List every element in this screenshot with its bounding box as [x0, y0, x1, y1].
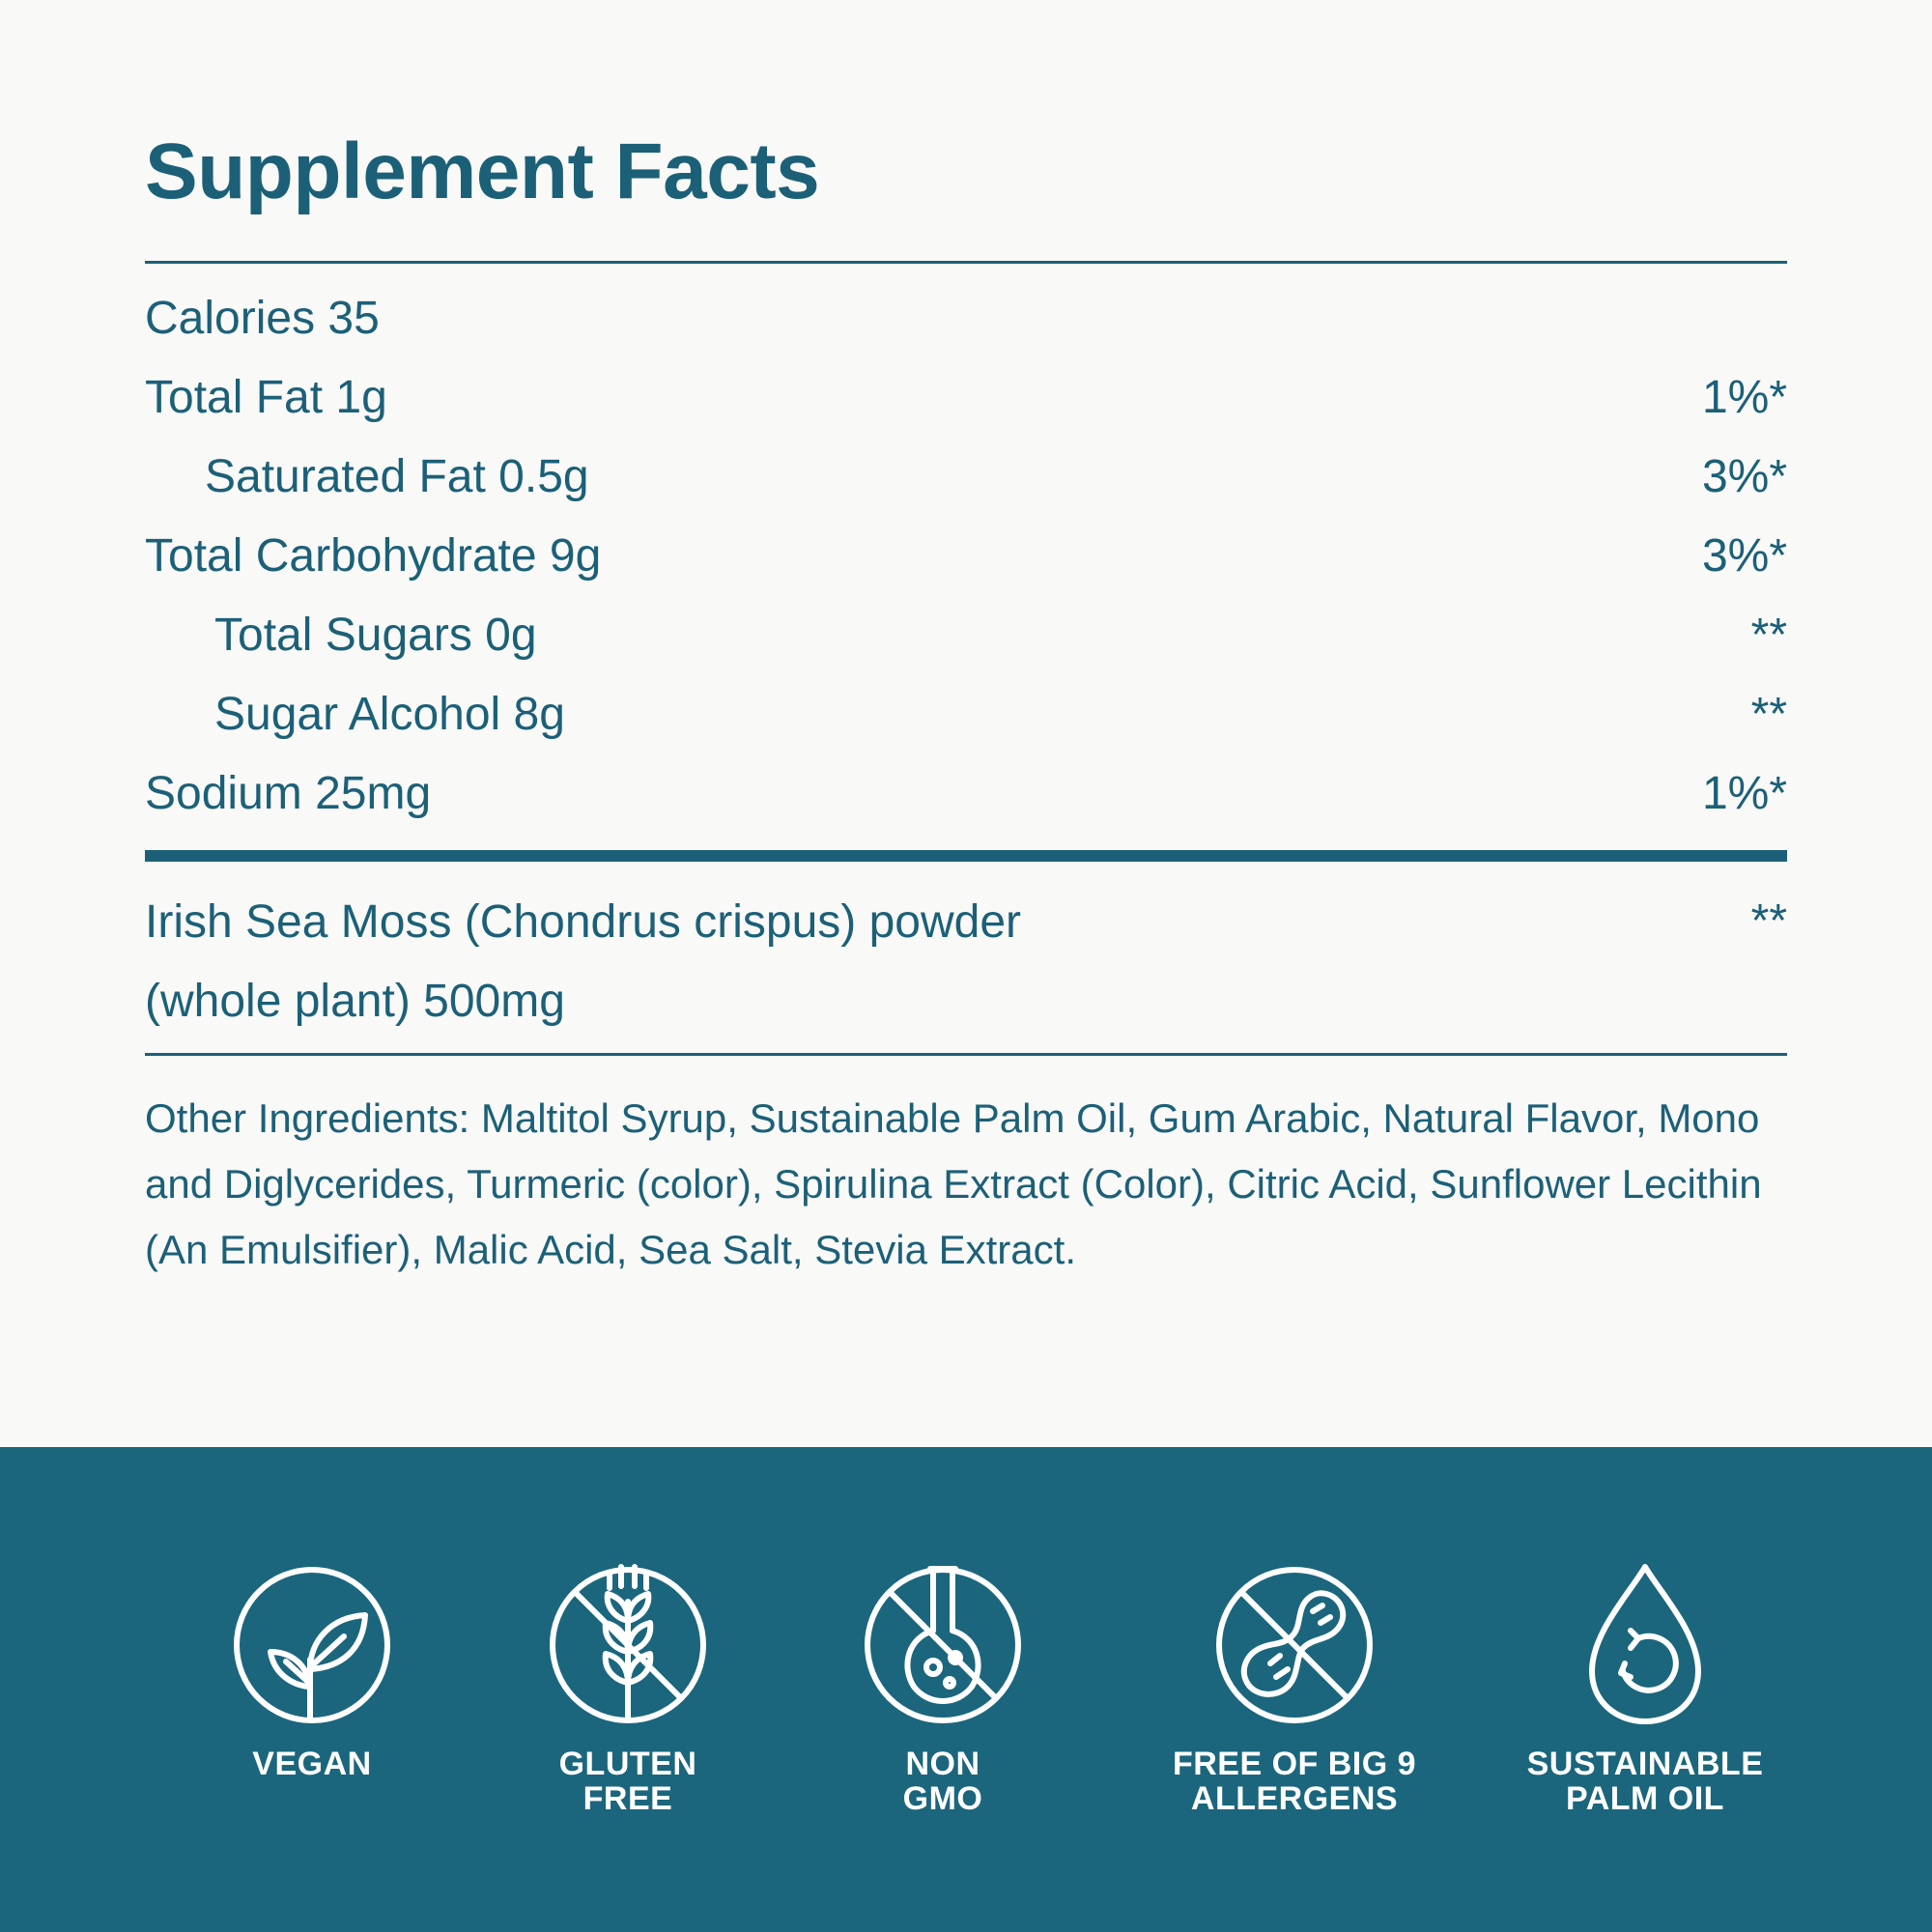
badge-band: VEGAN GLUTEN FREE NON GMO — [0, 1447, 1932, 1932]
badge-label: FREE OF BIG 9 ALLERGENS — [1172, 1746, 1417, 1817]
nutrient-row-sugar-alcohol: Sugar Alcohol 8g ** — [145, 686, 1787, 744]
other-ingredients: Other Ingredients: Maltitol Syrup, Susta… — [145, 1095, 1762, 1272]
nutrient-label: Saturated Fat 0.5g — [205, 451, 589, 502]
badge-allergens: FREE OF BIG 9 ALLERGENS — [1140, 1563, 1449, 1816]
top-divider — [145, 261, 1787, 264]
nutrient-row-calories: Calories 35 — [145, 290, 1787, 348]
nutrient-daily-value: ** — [1750, 610, 1787, 661]
nutrient-label: Total Sugars 0g — [214, 610, 537, 661]
panel-title: Supplement Facts — [145, 128, 820, 215]
nutrient-row-total-carbohydrate: Total Carbohydrate 9g 3%* — [145, 527, 1787, 585]
badge-gluten-free: GLUTEN FREE — [473, 1563, 782, 1816]
vegan-leaf-icon — [234, 1567, 390, 1723]
nutrient-daily-value: 1%* — [1701, 372, 1787, 423]
badge-vegan: VEGAN — [157, 1563, 467, 1781]
sustainable-palm-oil-drop-icon — [1589, 1564, 1701, 1724]
nutrient-label: Total Carbohydrate 9g — [145, 530, 602, 582]
nutrient-daily-value: 3%* — [1701, 530, 1787, 582]
gluten-free-wheat-icon — [550, 1564, 706, 1723]
allergen-free-peanut-icon — [1216, 1567, 1373, 1723]
nutrient-row-total-sugars: Total Sugars 0g ** — [145, 607, 1787, 665]
nutrient-daily-value: 3%* — [1701, 451, 1787, 502]
main-ingredient: Irish Sea Moss (Chondrus crispus) powder… — [145, 883, 1497, 1041]
nutrient-label: Sugar Alcohol 8g — [214, 689, 565, 740]
nutrient-row-total-fat: Total Fat 1g 1%* — [145, 369, 1787, 427]
main-ingredient-line1: Irish Sea Moss (Chondrus crispus) powder — [145, 896, 1022, 948]
badge-label: GLUTEN FREE — [558, 1746, 697, 1817]
badge-label: VEGAN — [252, 1746, 372, 1782]
nutrient-row-saturated-fat: Saturated Fat 0.5g 3%* — [145, 448, 1787, 506]
bottom-divider — [145, 1053, 1787, 1056]
non-gmo-flask-icon — [865, 1566, 1021, 1723]
main-ingredient-daily-value: ** — [1750, 895, 1787, 947]
badge-non-gmo: NON GMO — [788, 1563, 1097, 1816]
nutrient-label: Total Fat 1g — [145, 372, 387, 423]
badge-label: NON GMO — [902, 1746, 983, 1817]
thick-divider — [145, 850, 1787, 862]
badge-sustainable-palm-oil: SUSTAINABLE PALM OIL — [1491, 1563, 1800, 1816]
nutrient-label: Calories 35 — [145, 293, 380, 344]
nutrient-label: Sodium 25mg — [145, 768, 432, 819]
main-ingredient-line2: (whole plant) 500mg — [145, 976, 565, 1027]
nutrient-daily-value: 1%* — [1701, 768, 1787, 819]
badge-label: SUSTAINABLE PALM OIL — [1526, 1746, 1764, 1817]
nutrient-daily-value: ** — [1750, 689, 1787, 740]
nutrient-row-sodium: Sodium 25mg 1%* — [145, 765, 1787, 823]
